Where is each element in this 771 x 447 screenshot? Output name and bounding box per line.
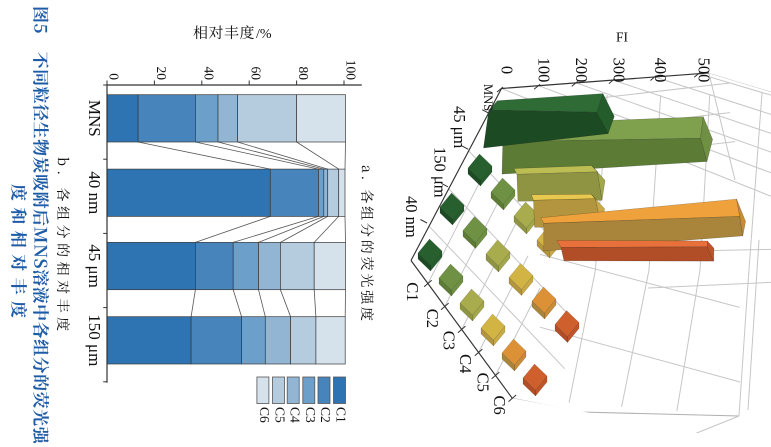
svg-text:80: 80 — [296, 67, 311, 81]
svg-text:0: 0 — [107, 73, 122, 80]
svg-text:C6: C6 — [490, 396, 509, 415]
svg-text:MNS: MNS — [85, 100, 104, 137]
svg-text:C5: C5 — [273, 407, 288, 423]
svg-text:C4: C4 — [456, 354, 475, 373]
svg-text:C6: C6 — [257, 407, 272, 423]
svg-text:40 nm: 40 nm — [85, 171, 104, 214]
svg-text:C4: C4 — [287, 407, 302, 423]
svg-text:/%: /% — [256, 27, 272, 42]
svg-text:C2: C2 — [423, 309, 442, 328]
svg-text:C5: C5 — [474, 373, 493, 392]
svg-text:100: 100 — [344, 60, 359, 81]
svg-text:FI: FI — [616, 30, 629, 45]
svg-text:100: 100 — [535, 58, 554, 83]
svg-text:20: 20 — [154, 67, 169, 81]
svg-text:150 μm: 150 μm — [431, 147, 450, 198]
svg-text:C1: C1 — [334, 407, 349, 423]
svg-text:40: 40 — [201, 67, 216, 81]
svg-text:C1: C1 — [403, 282, 422, 301]
svg-text:400: 400 — [651, 58, 670, 83]
svg-text:500: 500 — [695, 58, 714, 83]
svg-text:150 μm: 150 μm — [85, 314, 104, 366]
svg-text:40 nm: 40 nm — [402, 196, 421, 238]
svg-text:C2: C2 — [318, 407, 333, 423]
svg-text:45 μm: 45 μm — [85, 244, 104, 288]
svg-text:60: 60 — [249, 66, 264, 80]
svg-text:C3: C3 — [303, 407, 318, 423]
svg-text:45 μm: 45 μm — [450, 106, 469, 148]
svg-text:C3: C3 — [440, 331, 459, 350]
svg-text:200: 200 — [572, 58, 591, 83]
svg-text:MNS: MNS — [481, 84, 495, 111]
svg-text:0: 0 — [498, 66, 517, 74]
svg-text:300: 300 — [609, 58, 628, 83]
